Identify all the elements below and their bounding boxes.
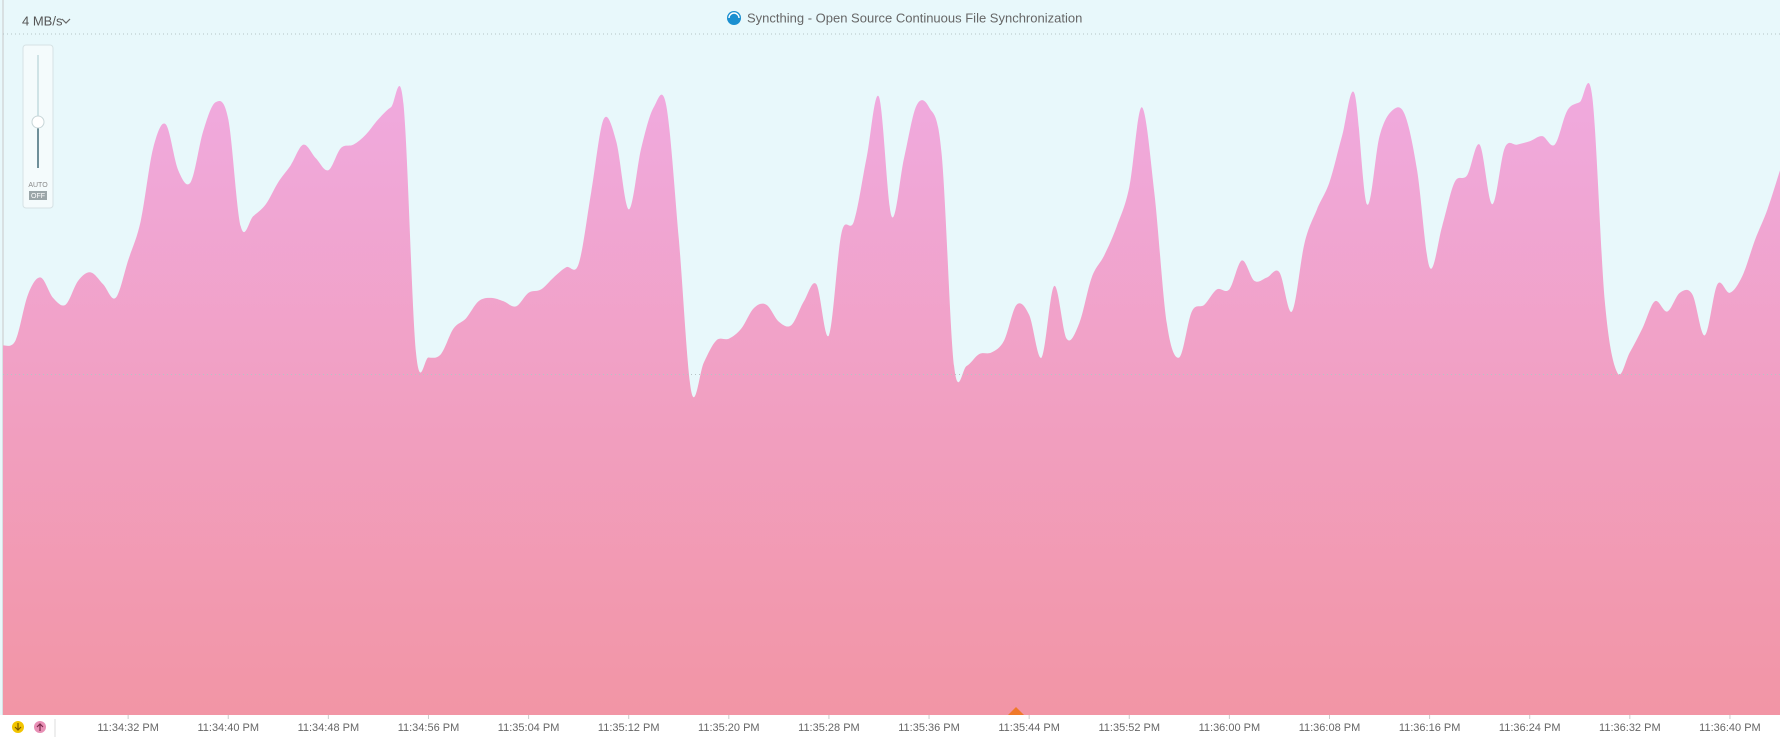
legend-icons xyxy=(12,719,56,737)
x-tick-label: 11:36:00 PM xyxy=(1199,722,1261,734)
x-tick-label: 11:35:52 PM xyxy=(1098,722,1160,734)
area xyxy=(3,83,1780,715)
marks: 11:34:32 PM 11:34:40 PM 11:34:48 PM 11:34:5… xyxy=(3,33,1780,734)
slider-handle[interactable] xyxy=(31,115,45,129)
off-badge[interactable] xyxy=(29,191,47,200)
axis-background xyxy=(0,715,1780,741)
dropdown-icon[interactable] xyxy=(61,18,71,24)
title: Syncthing - Open Source Continuous File … xyxy=(747,10,1082,25)
x-tick-label: 11:36:32 PM xyxy=(1599,722,1661,734)
x-tick-label: 11:36:08 PM xyxy=(1299,722,1361,734)
x-tick-label: 11:35:28 PM xyxy=(798,722,860,734)
x-tick-label: 11:35:20 PM xyxy=(698,722,760,734)
x-tick-label: 11:34:56 PM xyxy=(398,722,460,734)
off-label: OFF xyxy=(31,193,45,200)
header: 4 MB/s Syncthing - Open Source Continuou… xyxy=(22,10,1082,28)
x-tick-label: 11:35:12 PM xyxy=(598,722,660,734)
x-tick-label: 11:36:16 PM xyxy=(1399,722,1461,734)
x-tick-label: 11:34:48 PM xyxy=(298,722,360,734)
x-tick-label: 11:34:32 PM xyxy=(97,722,159,734)
download-arrow xyxy=(14,723,22,731)
scale-selector[interactable]: 4 MB/s xyxy=(22,13,63,28)
auto-label: AUTO xyxy=(28,182,48,189)
app-icon-glyph xyxy=(728,12,740,19)
x-tick-label: 11:36:40 PM xyxy=(1699,722,1761,734)
x-tick-label: 11:36:24 PM xyxy=(1499,722,1561,734)
x-tick-label: 11:34:40 PM xyxy=(197,722,259,734)
x-tick-label: 11:35:36 PM xyxy=(898,722,960,734)
event-marker xyxy=(1008,707,1024,715)
x-tick-label: 11:35:44 PM xyxy=(998,722,1060,734)
upload-arrow xyxy=(36,723,44,731)
x-tick-label: 11:35:04 PM xyxy=(498,722,560,734)
zoom-slider[interactable]: AUTO OFF xyxy=(22,44,54,209)
